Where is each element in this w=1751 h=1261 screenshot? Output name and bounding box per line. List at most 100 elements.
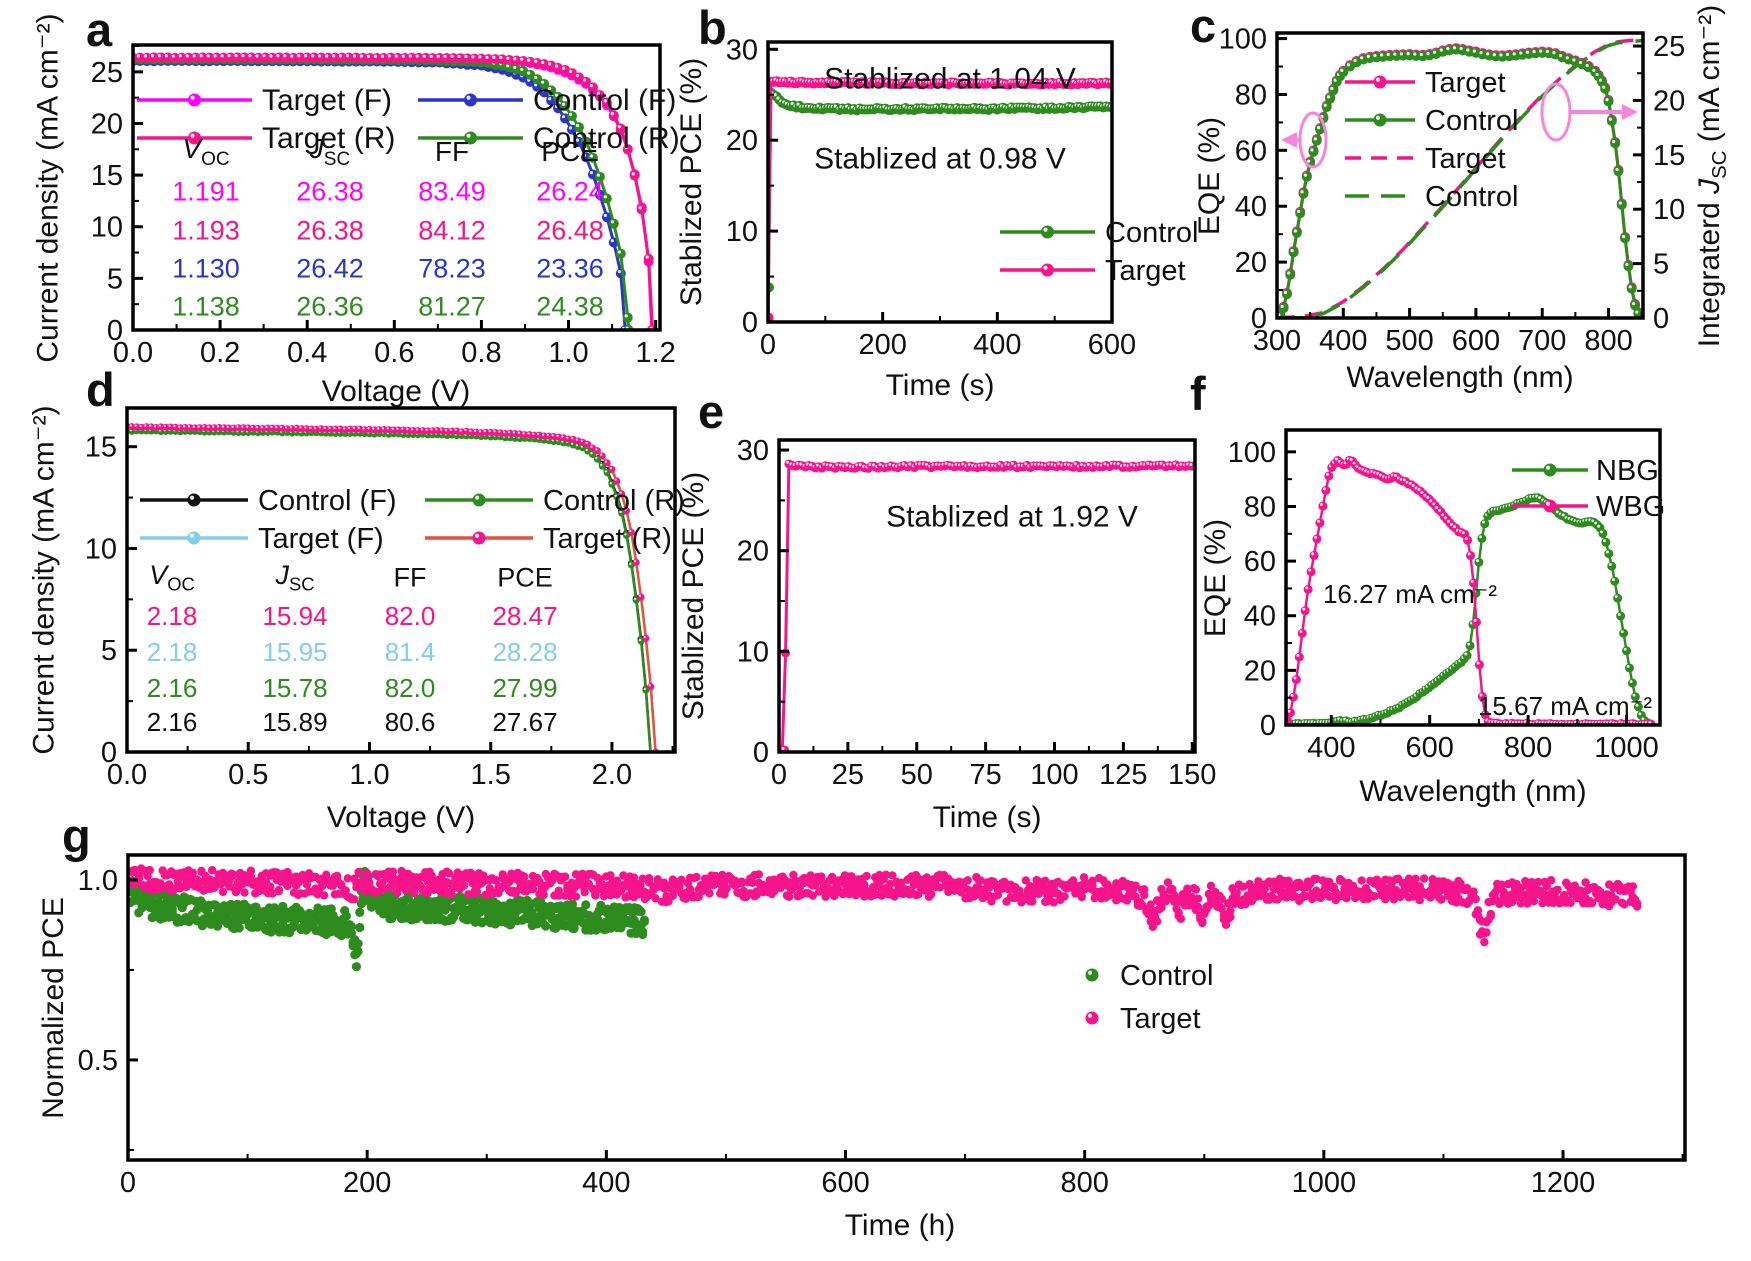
table-cell: 2.16 (146, 673, 198, 703)
table-header-main: FF (393, 562, 427, 593)
panel-c-axes (1275, 31, 1645, 320)
table-cell: 1.138 (172, 291, 240, 322)
panel-d-ylabel: Current density (mA cm⁻²) (27, 405, 61, 755)
series-d-cf (126, 427, 652, 753)
x-tick-label: 0 (760, 329, 776, 361)
legend-label: Control (F) (533, 84, 676, 117)
x-tick-label: 0 (120, 1167, 136, 1199)
table-cell: 23.36 (536, 253, 604, 284)
panel-f: 400 600 800 1000 0 20 40 60 80 100 16.27 mA cm⁻² 15… (1228, 428, 1665, 764)
x-tick-label: 75 (969, 759, 1001, 791)
y-tick-label: 40 (1235, 191, 1267, 223)
panel-e-letter: e (698, 385, 725, 438)
y-tick-label: 60 (1244, 546, 1276, 578)
panel-e-ylabel: Stablized PCE (%) (677, 471, 710, 721)
x-tick-label: 1000 (1594, 732, 1659, 764)
table-cell: 83.49 (418, 176, 486, 207)
annotation: Stablized at 1.04 V (824, 63, 1076, 96)
y2-tick-label: 25 (1653, 31, 1685, 63)
ylabel-segment: Integraterd (1693, 193, 1726, 348)
table-header-main: V (149, 560, 168, 591)
table-cell: 82.0 (384, 673, 436, 703)
x-tick-label: 300 (1253, 325, 1301, 357)
legend-label: NBG (1596, 455, 1659, 487)
legend-label: Control (1120, 960, 1214, 992)
table-cell: 28.28 (492, 637, 558, 667)
panel-f-xlabel: Wavelength (nm) (1359, 775, 1587, 808)
legend-label: Control (1425, 105, 1519, 137)
y-tick-label: 10 (85, 533, 117, 565)
y-tick-label: 0 (1260, 710, 1276, 742)
series-c-jsc-c (1276, 38, 1642, 319)
y-tick-label: 20 (726, 125, 758, 157)
table-cell: 15.94 (262, 601, 328, 631)
y-tick-label: 0.5 (78, 1045, 118, 1077)
x-tick-label: 2.0 (592, 759, 632, 791)
panel-e: 0 25 50 75 100 125 150 0 10 20 30 Stablized at 1.92… (737, 435, 1217, 791)
legend-label: Target (1105, 255, 1186, 287)
annotation: Stablized at 0.98 V (814, 143, 1066, 176)
legend-label: Target (F) (258, 523, 384, 555)
table-cell: 80.6 (384, 707, 436, 737)
y-tick-label: 100 (1219, 24, 1267, 56)
x-tick-label: 600 (1088, 329, 1136, 361)
y-tick-label: 10 (91, 212, 123, 244)
panel-c: 300 400 500 600 700 800 0 20 40 60 80 100 0 5 10 15 20 25… (1219, 24, 1686, 357)
panel-e-series (778, 459, 1196, 753)
ylabel-segment: SC (1709, 150, 1731, 179)
x-tick-label: 50 (901, 759, 933, 791)
table-header-sub: SC (288, 573, 315, 595)
panel-a-series (132, 52, 658, 331)
y2-tick-label: 20 (1653, 85, 1685, 117)
panel-b-xlabel: Time (s) (885, 369, 995, 402)
x-tick-label: 700 (1518, 325, 1566, 357)
y-tick-label: 10 (726, 216, 758, 248)
table-cell: 26.24 (536, 176, 604, 207)
y-tick-label: 100 (1228, 437, 1276, 469)
table-cell: 1.191 (172, 176, 240, 207)
y-tick-label: 20 (1235, 247, 1267, 279)
panel-f-letter: f (1190, 367, 1206, 420)
panel-d-axes (125, 406, 677, 754)
table-cell: 26.38 (296, 215, 364, 246)
table-cell: 1.193 (172, 215, 240, 246)
annotation: Stablized at 1.92 V (886, 501, 1138, 534)
table-cell: 26.36 (296, 291, 364, 322)
table-header-cell: VOC (182, 135, 229, 169)
panel-c-ylabel-right: Integraterd JSC (mA cm⁻²) (1692, 5, 1732, 348)
y2-tick-label: 10 (1653, 194, 1685, 226)
x-tick-label: 1.5 (471, 759, 511, 791)
table-header-main: J (275, 560, 289, 591)
annotation: 16.27 mA cm⁻² (1323, 579, 1497, 609)
table-header-cell: FF (393, 562, 427, 593)
panel-c-xlabel: Wavelength (nm) (1346, 361, 1574, 394)
series-b-tgt (767, 79, 1113, 322)
table-header-cell: FF (435, 138, 469, 166)
x-tick-label: 0 (771, 759, 787, 791)
y-tick-label: 60 (1235, 135, 1267, 167)
y2-tick-label: 0 (1653, 303, 1669, 335)
x-tick-label: 1200 (1531, 1167, 1596, 1199)
legend-label: Target (1425, 143, 1506, 175)
panel-b-ylabel: Stablized PCE (%) (675, 57, 708, 307)
y-tick-label: 0 (101, 737, 117, 769)
y-tick-label: 80 (1244, 491, 1276, 523)
table-cell: 82.0 (384, 601, 436, 631)
x-tick-label: 600 (1405, 732, 1453, 764)
legend-label: Target (1425, 67, 1506, 99)
x-tick-label: 0.8 (461, 337, 501, 369)
table-cell: 2.18 (146, 637, 198, 667)
panel-a-ylabel: Current density (mA cm⁻²) (31, 13, 65, 363)
panel-c-series (1276, 37, 1644, 319)
panel-c-letter: c (1190, 0, 1217, 52)
x-tick-label: 0.6 (374, 337, 414, 369)
legend-label: Target (1120, 1003, 1201, 1035)
x-tick-label: 100 (1030, 759, 1078, 791)
panel-e-axes (777, 438, 1197, 754)
x-tick-label: 800 (1504, 732, 1552, 764)
y-tick-label: 0 (742, 307, 758, 339)
legend-label: WBG (1596, 491, 1665, 523)
y-tick-label: 5 (101, 635, 117, 667)
table-cell: 81.27 (418, 291, 486, 322)
legend-label: Target (R) (543, 523, 672, 555)
